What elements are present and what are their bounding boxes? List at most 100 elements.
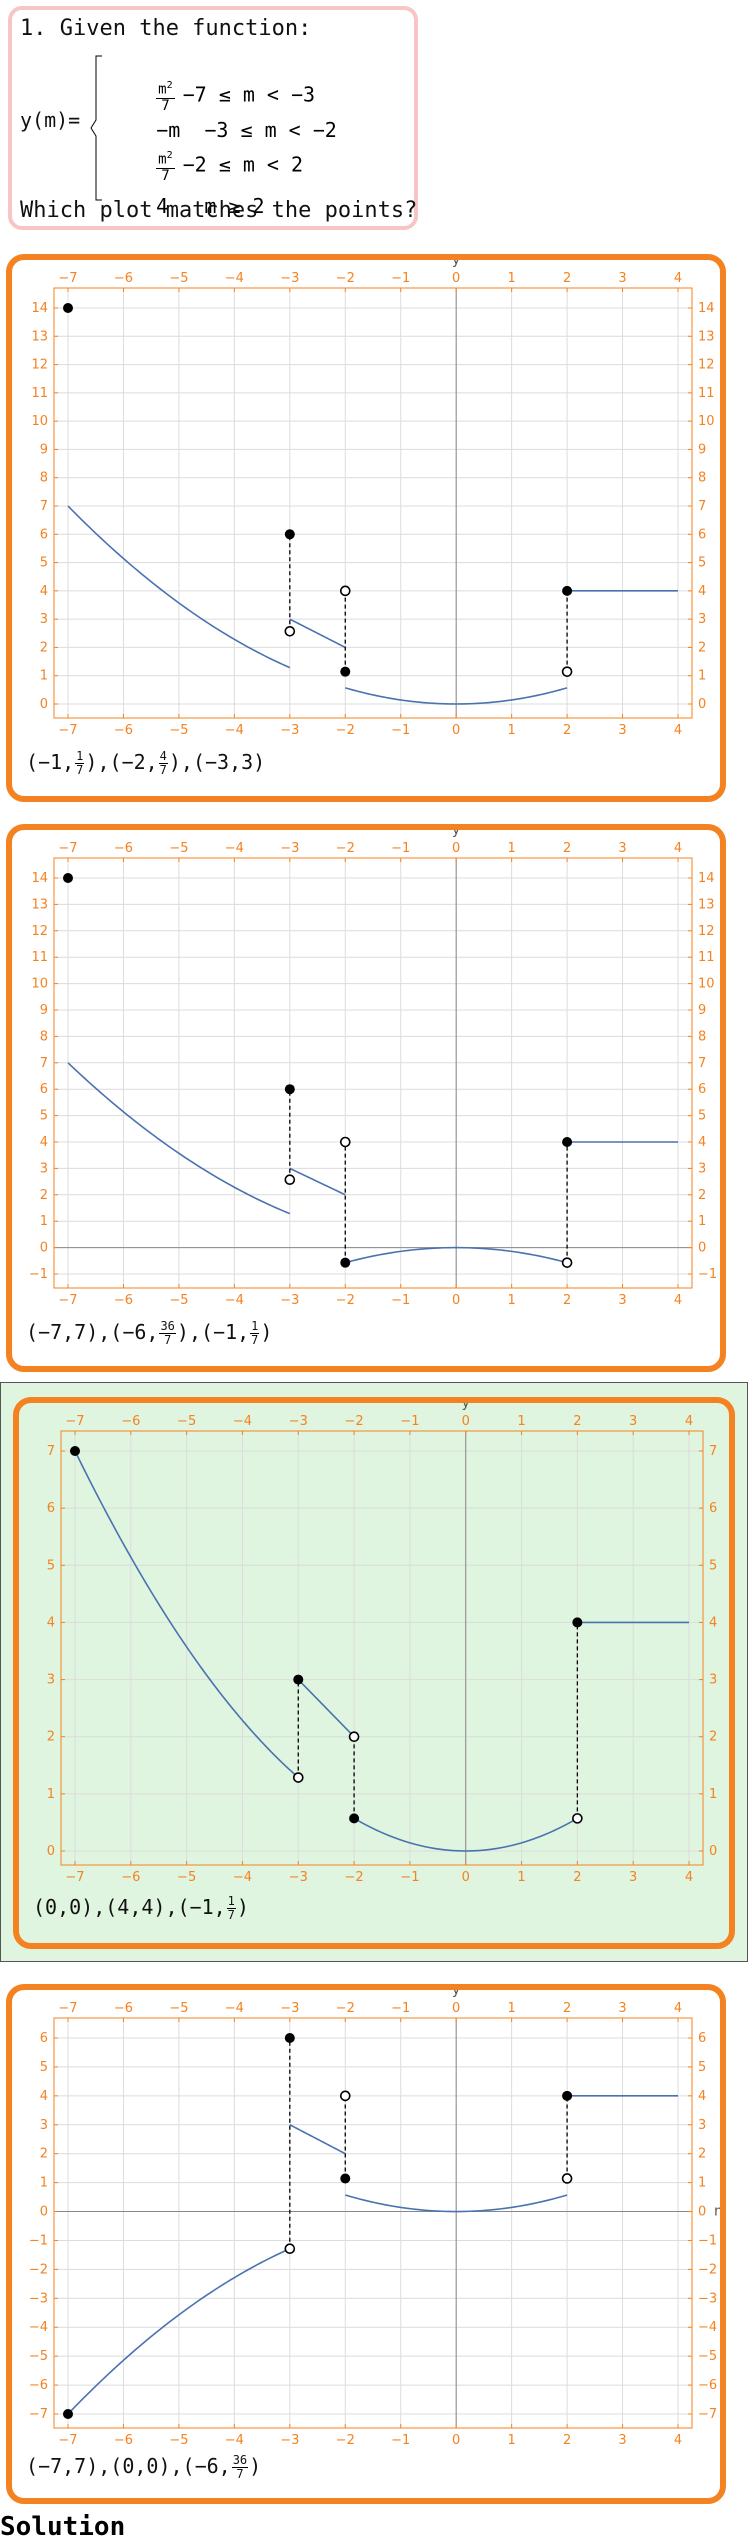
filled-point <box>70 1446 80 1456</box>
open-point <box>284 2243 296 2255</box>
x-tick-label-top: −4 <box>233 1414 252 1429</box>
label-text: ) <box>249 2454 262 2478</box>
x-tick-label-bottom: −1 <box>391 1293 410 1308</box>
y-tick-label-right: 0 <box>698 697 706 712</box>
x-tick-label-top: −7 <box>58 271 77 286</box>
x-tick-label-bottom: −5 <box>169 723 188 738</box>
plot-frame <box>53 287 693 719</box>
curve-piece <box>289 1167 346 1196</box>
option-c-panel[interactable]: −7 −7 −6 −6 −5 −5 −4 −4 −3 −3 −2 −2 −1 −1 0 0 1 1 2 2 3 3 4 4 0 0… <box>13 1397 735 1949</box>
x-tick-label-top: 1 <box>507 271 515 286</box>
piece-2-expr: −m <box>156 118 181 142</box>
y-tick-label-left: 8 <box>40 1029 48 1044</box>
y-tick-label-left: 10 <box>31 414 48 429</box>
open-point <box>561 1257 573 1268</box>
label-fraction: 36 7 <box>231 2454 249 2481</box>
y-tick-label-right: −7 <box>698 2407 717 2422</box>
filled-point <box>284 1084 295 1095</box>
filled-point <box>340 2173 351 2184</box>
piece-2-condition: −3 ≤ m < −2 <box>204 118 337 142</box>
x-tick-label-top: 2 <box>563 841 571 856</box>
y-tick-label-left: −6 <box>29 2378 48 2393</box>
x-tick-label-top: −4 <box>225 271 244 286</box>
y-tick-label-right: 5 <box>698 556 706 571</box>
y-tick-label-right: 14 <box>698 301 715 316</box>
y-tick-label-right: −6 <box>698 2378 717 2393</box>
filled-point <box>562 1137 573 1147</box>
label-fraction-denominator: 7 <box>164 1333 172 1347</box>
curve-piece <box>345 1246 568 1264</box>
option-c-label: (0,0),(4,4),(−1, 1 7) <box>33 1895 249 1922</box>
x-tick-label-top: 0 <box>452 841 460 856</box>
x-tick-label-top: −1 <box>391 841 410 856</box>
x-tick-label-top: −7 <box>65 1414 84 1429</box>
open-point <box>339 2090 351 2102</box>
y-tick-label-right: 7 <box>698 499 706 514</box>
x-tick-label-top: −6 <box>114 2001 133 2016</box>
y-tick-label-left: 6 <box>40 527 48 542</box>
x-tick-label-bottom: 0 <box>462 1870 470 1885</box>
open-point <box>292 1772 304 1783</box>
filled-point <box>340 1257 351 1268</box>
y-tick-label-left: 0 <box>47 1844 55 1859</box>
y-tick-label-left: 0 <box>40 2205 48 2220</box>
y-tick-label-left: 0 <box>40 697 48 712</box>
y-tick-label-left: 7 <box>47 1444 55 1459</box>
x-tick-label-bottom: −6 <box>114 723 133 738</box>
plot-frame <box>60 1430 704 1866</box>
piece-3-condition: −2 ≤ m < 2 <box>182 152 304 177</box>
x-tick-label-bottom: −4 <box>225 1293 244 1308</box>
y-axis-name: y <box>452 260 460 268</box>
y-tick-label-left: 6 <box>47 1501 55 1516</box>
y-tick-label-left: 7 <box>40 1056 48 1071</box>
open-point <box>572 1813 583 1824</box>
option-d-panel[interactable]: −7 −7 −6 −6 −5 −5 −4 −4 −3 −3 −2 −2 −1 −1 0 0 1 1 2 2 3 3 4 4 −7… <box>6 1984 726 2504</box>
open-point <box>284 625 296 637</box>
y-tick-label-right: 2 <box>698 640 706 655</box>
x-tick-label-bottom: 4 <box>674 2433 682 2448</box>
option-a-panel[interactable]: −7 −7 −6 −6 −5 −5 −4 −4 −3 −3 −2 −2 −1 −1 0 0 1 1 2 2 3 3 4 4 0 0… <box>6 254 726 802</box>
y-tick-label-left: −2 <box>29 2262 48 2277</box>
x-tick-label-bottom: −6 <box>121 1870 140 1885</box>
x-tick-label-top: 3 <box>618 841 626 856</box>
y-tick-label-right: 0 <box>698 2205 706 2220</box>
filled-point <box>562 585 573 596</box>
filled-point <box>63 873 73 883</box>
x-tick-label-top: 0 <box>452 2001 460 2016</box>
y-tick-label-right: 6 <box>698 527 706 542</box>
y-tick-label-right: 5 <box>698 2060 706 2075</box>
label-fraction-numerator: 4 <box>158 749 168 764</box>
y-tick-label-left: 6 <box>40 2031 48 2046</box>
option-b-panel[interactable]: −7 −7 −6 −6 −5 −5 −4 −4 −3 −3 −2 −2 −1 −1 0 0 1 1 2 2 3 3 4 4 −1… <box>6 824 726 1372</box>
x-tick-label-top: −3 <box>289 1414 308 1429</box>
x-tick-label-bottom: −3 <box>289 1870 308 1885</box>
label-text: ),(−3,3) <box>168 750 266 774</box>
x-tick-label-top: 3 <box>629 1414 637 1429</box>
x-tick-label-bottom: −2 <box>336 1293 355 1308</box>
curve-piece <box>289 2124 346 2155</box>
y-tick-label-left: 4 <box>40 1135 48 1150</box>
piece-1: m2 7 −7 ≤ m < −3 <box>108 54 315 138</box>
x-tick-label-bottom: −7 <box>58 1293 77 1308</box>
x-tick-label-bottom: 3 <box>629 1870 637 1885</box>
label-text: (−7,7),(−6, <box>26 1320 159 1344</box>
x-tick-label-bottom: 2 <box>573 1870 581 1885</box>
y-tick-label-left: 12 <box>31 924 48 939</box>
x-tick-label-bottom: −1 <box>391 2433 410 2448</box>
label-fraction-numerator: 1 <box>75 749 85 764</box>
x-tick-label-bottom: −3 <box>280 723 299 738</box>
x-tick-label-bottom: 1 <box>517 1870 525 1885</box>
x-tick-label-bottom: −2 <box>336 723 355 738</box>
plot-frame <box>53 857 693 1289</box>
open-point <box>284 1174 296 1186</box>
x-tick-label-top: 0 <box>452 271 460 286</box>
y-tick-label-left: 5 <box>40 556 48 571</box>
piecewise-brace <box>90 55 102 201</box>
label-text: (−7,7),(0,0),(−6, <box>26 2454 231 2478</box>
x-tick-label-top: 0 <box>462 1414 470 1429</box>
option-b-label: (−7,7),(−6, 36 7),(−1, 1 7) <box>26 1320 272 1347</box>
y-tick-label-left: 10 <box>31 977 48 992</box>
y-tick-label-left: 2 <box>47 1730 55 1745</box>
y-tick-label-right: 11 <box>698 386 715 401</box>
question-prompt: Which plot matches the points? <box>20 198 418 223</box>
